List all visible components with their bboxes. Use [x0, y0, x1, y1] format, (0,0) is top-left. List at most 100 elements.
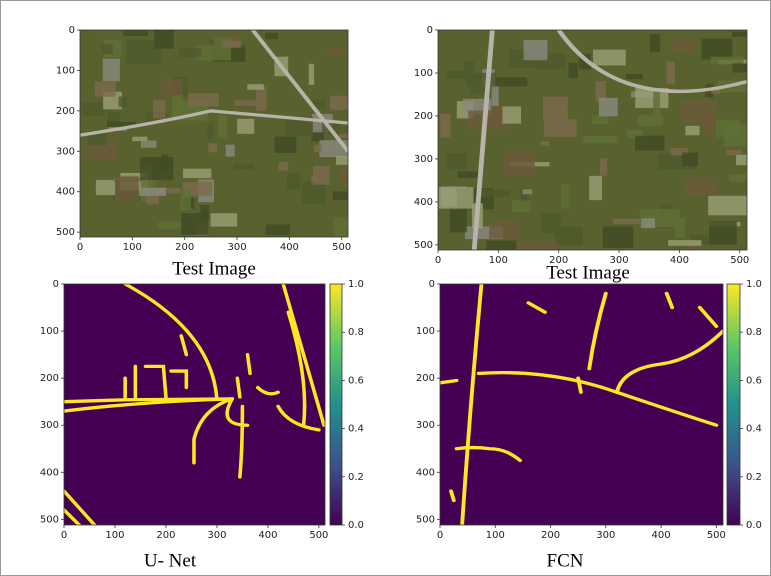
x-tick-label: 500 — [730, 255, 749, 266]
image-texture — [466, 73, 496, 87]
image-texture — [593, 50, 626, 66]
colorbar-tick-label: 1.0 — [746, 279, 762, 290]
image-texture — [115, 176, 139, 200]
image-texture — [153, 100, 166, 119]
image-texture — [139, 188, 166, 196]
image-texture — [275, 137, 297, 153]
x-tick-label: 200 — [541, 530, 560, 541]
x-tick-label: 400 — [652, 530, 671, 541]
image-texture — [279, 162, 289, 171]
image-texture — [446, 153, 467, 170]
image-texture — [208, 143, 217, 152]
colorbar-tick-label: 0.0 — [746, 520, 762, 531]
colorbar-tick-label: 1.0 — [348, 279, 364, 290]
image-texture — [568, 63, 577, 79]
image — [64, 284, 325, 525]
image-texture — [211, 213, 238, 226]
image-texture — [102, 44, 113, 54]
image-texture — [256, 87, 267, 111]
y-tick-label: 200 — [56, 106, 75, 117]
y-tick-label: 400 — [56, 187, 75, 198]
colorbar-tick-label: 0.8 — [746, 327, 762, 338]
x-tick-label: 400 — [280, 242, 299, 253]
image-texture — [638, 115, 663, 126]
colorbar-tick-label: 0.4 — [746, 424, 762, 435]
image-texture — [544, 119, 577, 137]
x-tick-label: 100 — [486, 530, 505, 541]
x-tick-label: 300 — [596, 530, 615, 541]
image-texture — [208, 123, 213, 140]
image-texture — [161, 79, 183, 95]
image-texture — [265, 33, 278, 40]
y-tick-label: 200 — [416, 373, 435, 384]
image-texture — [589, 176, 602, 200]
x-tick-label: 0 — [437, 530, 443, 541]
image-background — [440, 284, 723, 525]
x-tick-label: 500 — [332, 242, 351, 253]
y-tick-label: 300 — [40, 420, 59, 431]
image-texture — [95, 82, 116, 97]
x-tick-label: 500 — [707, 530, 726, 541]
x-tick-label: 0 — [435, 255, 441, 266]
x-tick-label: 0 — [61, 530, 67, 541]
image-texture — [302, 182, 325, 205]
image-texture — [592, 115, 609, 124]
y-tick-label: 0 — [53, 279, 59, 290]
image-texture — [666, 61, 675, 84]
image-texture — [226, 145, 235, 157]
figure: 01002003004005000100200300400500Test Ima… — [0, 0, 771, 576]
y-tick-label: 0 — [69, 25, 75, 36]
image-texture — [237, 119, 254, 134]
y-tick-label: 200 — [40, 373, 59, 384]
y-tick-label: 0 — [429, 279, 435, 290]
image-texture — [702, 39, 733, 60]
image-texture — [709, 221, 737, 244]
image-texture — [543, 97, 568, 120]
y-tick-label: 300 — [414, 154, 433, 165]
image-texture — [234, 100, 259, 106]
colorbar-tick-label: 0.6 — [746, 375, 762, 386]
colorbar-tick-label: 0.6 — [348, 375, 364, 386]
y-tick-label: 100 — [56, 65, 75, 76]
image-texture — [247, 84, 264, 90]
image-texture — [516, 241, 558, 250]
image-texture — [327, 48, 343, 54]
image-texture — [650, 34, 660, 52]
image — [440, 284, 723, 525]
y-tick-label: 100 — [40, 326, 59, 337]
image-texture — [266, 224, 290, 235]
image-texture — [504, 151, 534, 176]
image-texture — [641, 218, 655, 228]
image-texture — [685, 126, 699, 135]
image-texture — [188, 93, 219, 106]
image-texture — [123, 30, 148, 36]
x-tick-label: 200 — [175, 242, 194, 253]
image-texture — [599, 98, 618, 117]
image-texture — [523, 189, 533, 194]
image-texture — [603, 226, 633, 248]
y-tick-label: 400 — [40, 467, 59, 478]
image-texture — [158, 222, 182, 229]
image-texture — [96, 180, 116, 195]
image-texture — [512, 200, 530, 212]
image-texture — [600, 158, 607, 175]
image-texture — [672, 39, 695, 52]
image-texture — [635, 136, 664, 151]
road-mask — [451, 491, 454, 500]
y-tick-label: 100 — [416, 326, 435, 337]
x-tick-label: 500 — [309, 530, 328, 541]
road-mask — [578, 378, 581, 392]
y-tick-label: 500 — [56, 227, 75, 238]
y-tick-label: 100 — [414, 68, 433, 79]
y-tick-label: 400 — [416, 467, 435, 478]
image-texture — [541, 141, 549, 146]
image-texture — [183, 169, 211, 178]
colorbar-tick-label: 0.2 — [746, 472, 762, 483]
image-texture — [314, 145, 322, 152]
image-texture — [179, 48, 201, 57]
image-texture — [450, 209, 467, 232]
caption: U- Net — [144, 550, 197, 571]
image-texture — [287, 173, 301, 189]
y-tick-label: 500 — [416, 514, 435, 525]
image-texture — [330, 96, 349, 110]
